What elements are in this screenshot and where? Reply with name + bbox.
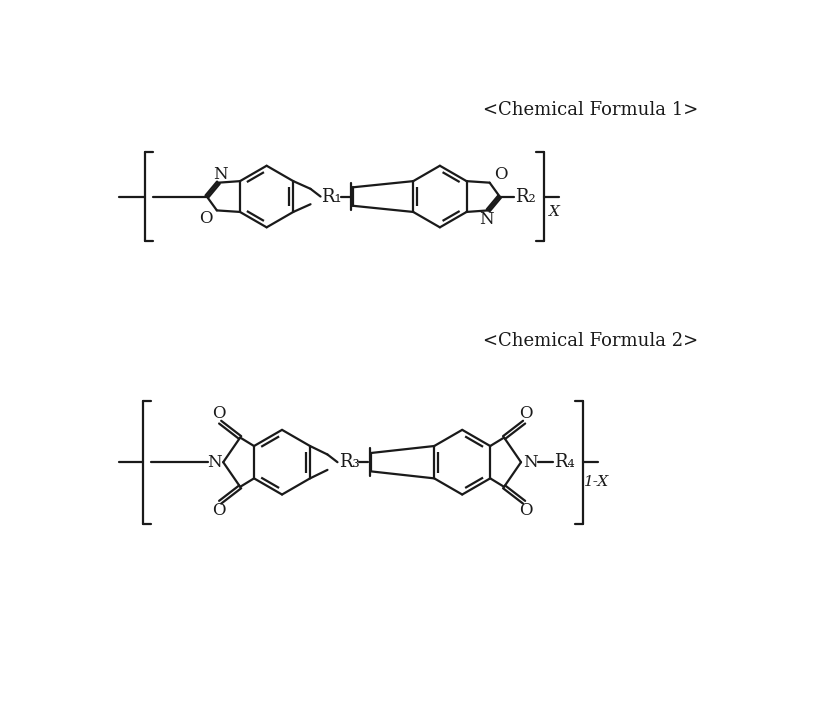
Text: R₄: R₄ [555, 453, 575, 471]
Text: N: N [479, 211, 494, 228]
Text: O: O [518, 405, 532, 422]
Text: O: O [212, 502, 226, 519]
Text: R₃: R₃ [339, 453, 360, 471]
Text: <Chemical Formula 2>: <Chemical Formula 2> [483, 332, 698, 350]
Text: N: N [212, 165, 227, 183]
Text: O: O [518, 502, 532, 519]
Text: N: N [523, 454, 537, 470]
Text: 1-X: 1-X [584, 475, 609, 489]
Text: O: O [494, 166, 507, 184]
Text: X: X [549, 205, 560, 219]
Text: <Chemical Formula 1>: <Chemical Formula 1> [482, 100, 698, 118]
Text: R₁: R₁ [321, 188, 342, 205]
Text: N: N [207, 454, 221, 470]
Text: O: O [212, 405, 226, 422]
Text: R₂: R₂ [514, 188, 536, 205]
Text: O: O [199, 210, 213, 226]
